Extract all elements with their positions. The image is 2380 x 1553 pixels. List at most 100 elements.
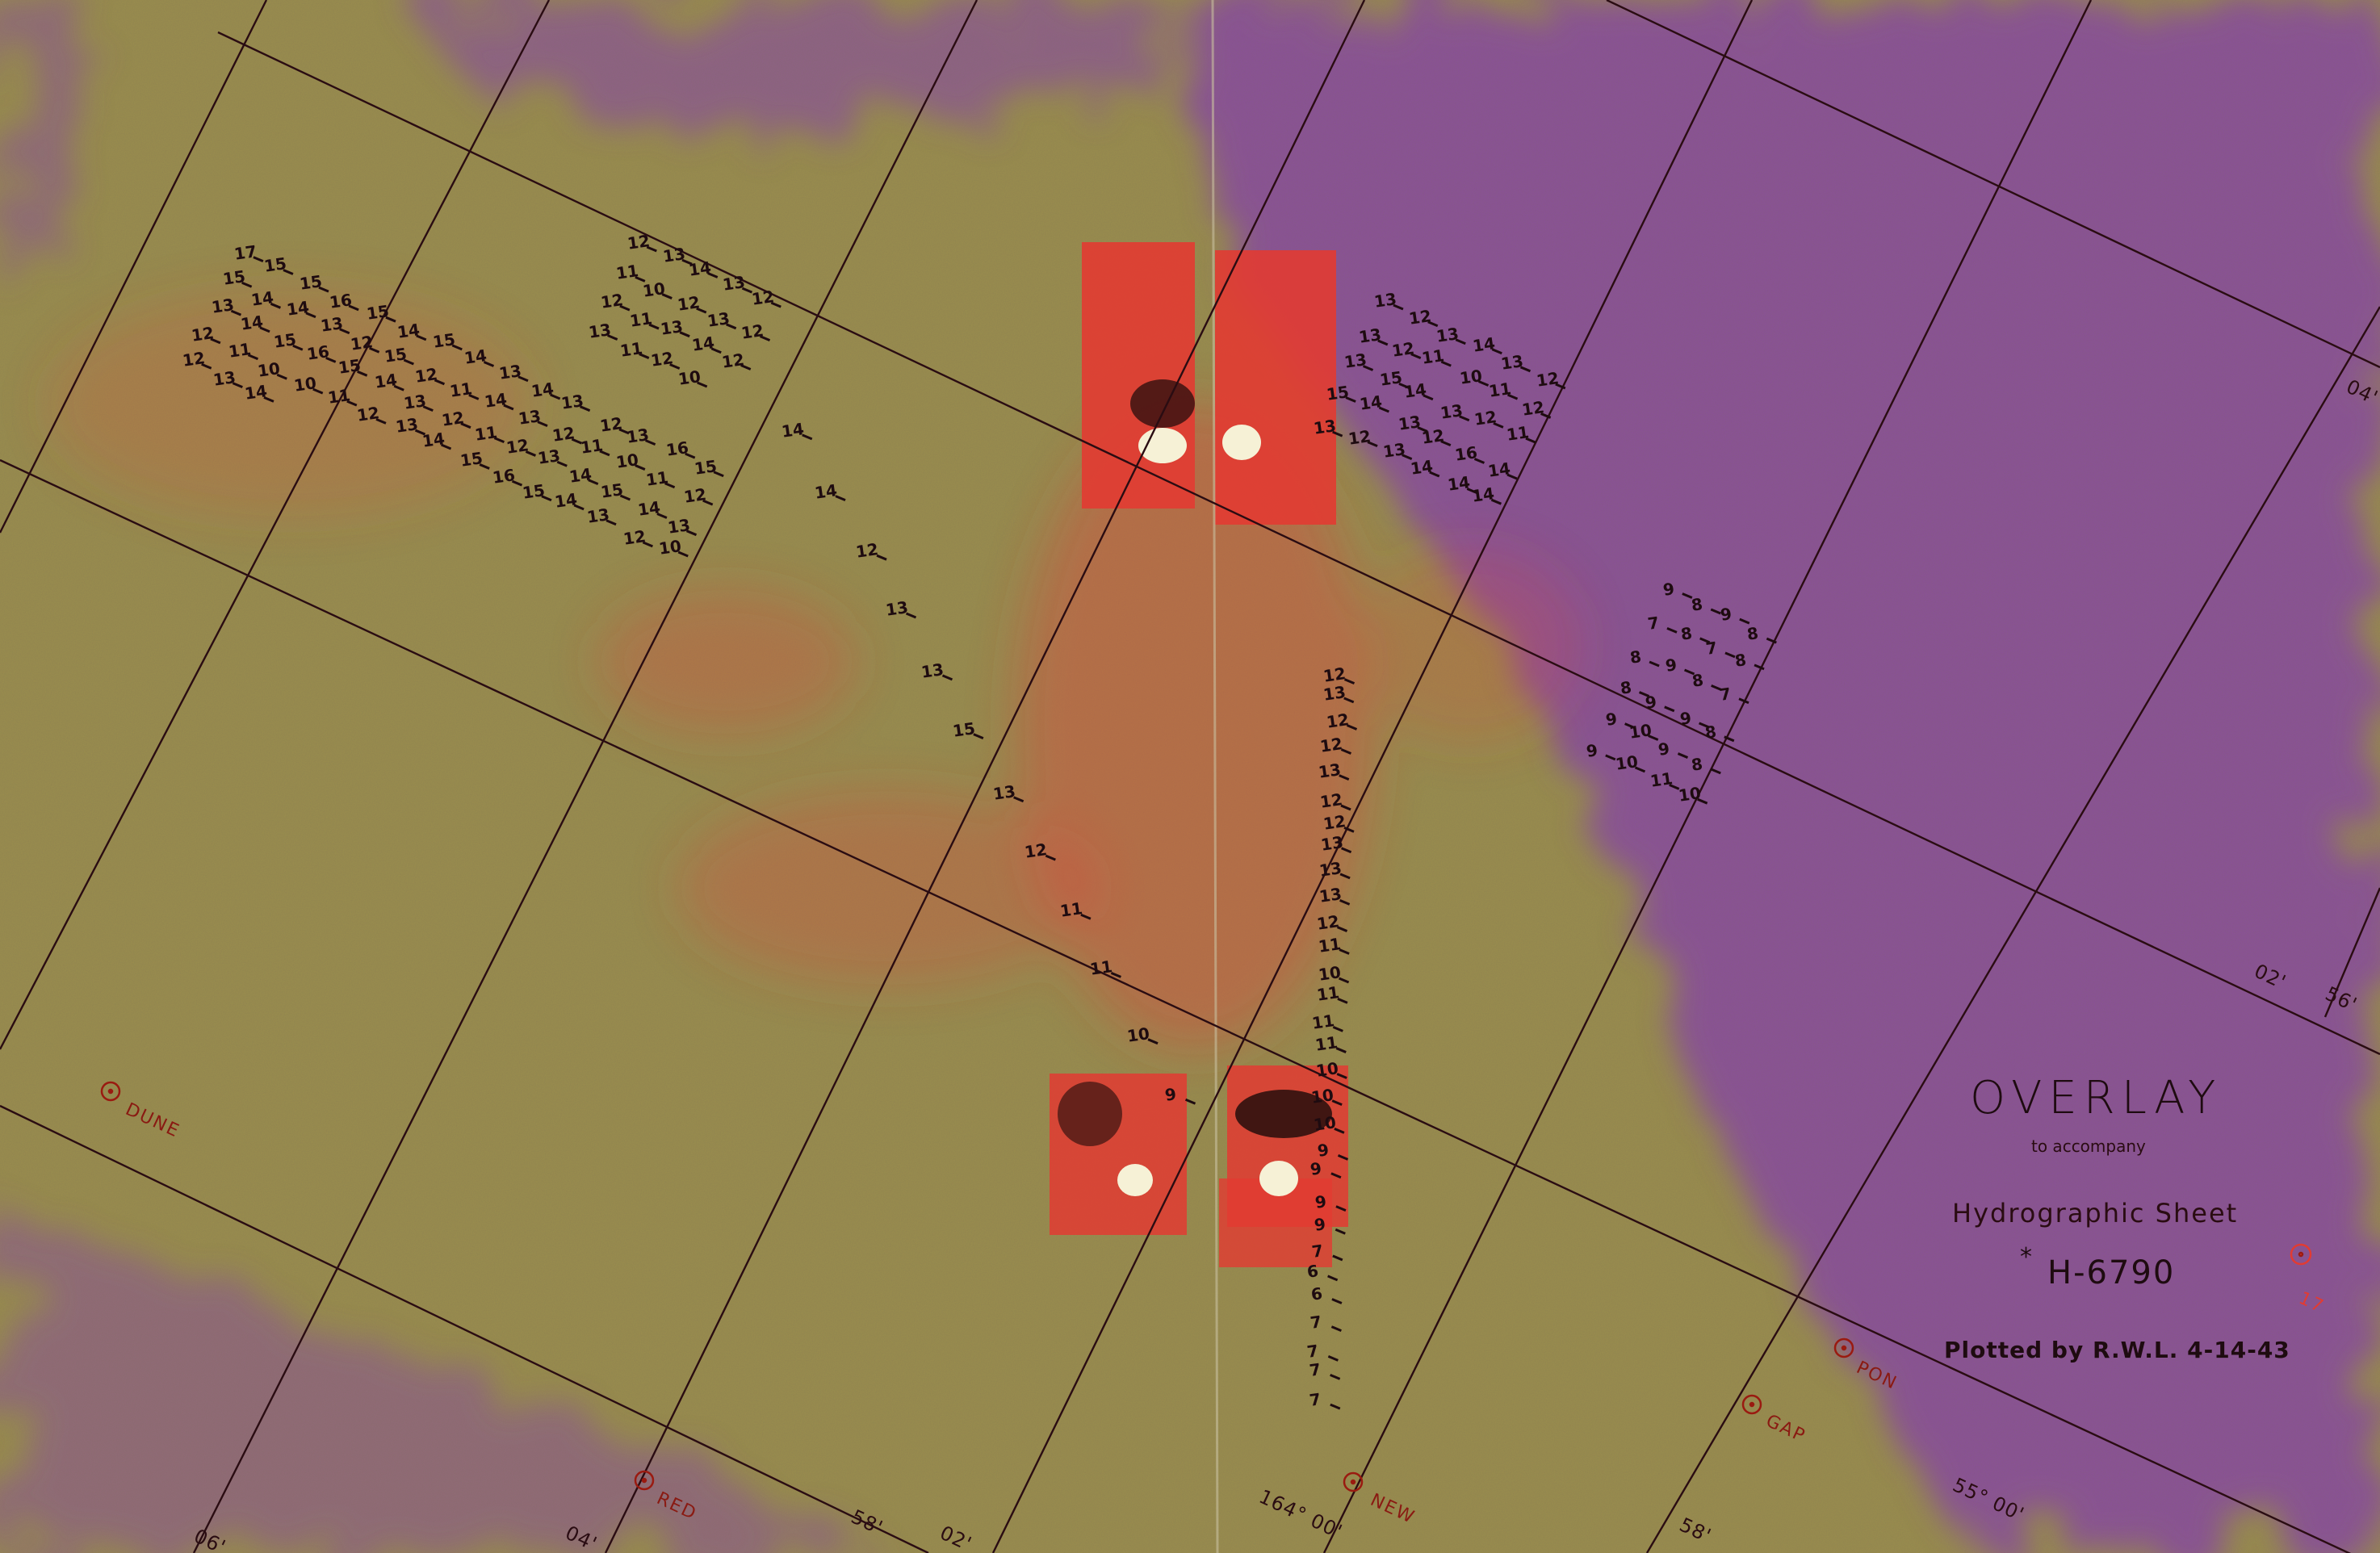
sounding-tick <box>357 370 368 377</box>
sounding-tick <box>1327 1355 1339 1362</box>
sounding-tick <box>573 504 585 511</box>
sounding-tick <box>556 460 568 467</box>
sounding-tick <box>517 375 529 383</box>
sounding-tick <box>1664 705 1675 713</box>
sounding-value: 11 <box>1505 422 1531 445</box>
sounding-tick <box>1724 651 1736 659</box>
sounding-value: 13 <box>402 390 428 413</box>
sounding-tick <box>1330 1374 1341 1380</box>
sounding-tick <box>713 471 724 478</box>
sounding-value: 15 <box>298 271 324 294</box>
sounding-value: 7 <box>1646 613 1661 634</box>
sounding-value: 6 <box>1305 1261 1320 1282</box>
sounding-value: 11 <box>1317 933 1343 956</box>
sounding-value: 16 <box>305 341 331 365</box>
sounding-value: 11 <box>579 435 605 458</box>
sounding-tick <box>580 405 591 412</box>
sounding-value: 11 <box>227 338 253 362</box>
sounding-value: 10 <box>1312 1112 1338 1136</box>
sounding-value: 11 <box>1420 345 1446 368</box>
red-stains <box>48 291 1582 1049</box>
sounding-tick <box>759 335 771 342</box>
sounding-value: 15 <box>599 479 625 502</box>
sounding-tick <box>1340 847 1352 854</box>
sounding-value: 12 <box>190 323 216 345</box>
sounding-value: 12 <box>1520 397 1546 421</box>
sounding-tick <box>1339 948 1350 955</box>
sounding-value: 10 <box>256 358 282 382</box>
sounding-tick <box>1402 454 1413 460</box>
sounding-value: 14 <box>239 312 265 334</box>
sounding-value: 13 <box>1317 759 1343 782</box>
sounding-value: 13 <box>1342 350 1368 373</box>
sounding-tick <box>525 450 536 457</box>
sounding-tick <box>605 519 617 526</box>
sounding-value: 14 <box>249 287 275 311</box>
sounding-value: 13 <box>665 514 691 538</box>
sounding-tick <box>702 499 714 506</box>
sounding-tick <box>619 494 631 501</box>
sounding-marks <box>201 245 1777 1410</box>
sounding-value: 13 <box>883 597 909 620</box>
sheet-number-mark: * <box>2020 1243 2034 1271</box>
sounding-tick <box>905 612 917 619</box>
sounding-value: 13 <box>1318 884 1343 907</box>
sounding-tick <box>1330 1325 1342 1332</box>
sounding-value: 17 <box>233 241 258 264</box>
sounding-value: 12 <box>649 348 675 371</box>
sounding-tick <box>681 258 693 266</box>
plotted-by: Plotted by R.W.L. 4-14-43 <box>1944 1337 2290 1363</box>
sounding-value: 8 <box>1618 676 1633 698</box>
sounding-tick <box>1339 873 1351 880</box>
sounding-value: 13 <box>210 295 236 317</box>
sounding-tick <box>1493 421 1504 429</box>
sounding-value: 12 <box>1318 789 1344 812</box>
sounding-value: 11 <box>628 308 654 331</box>
sounding-tick <box>325 356 337 363</box>
sounding-value: 14 <box>373 370 399 393</box>
sounding-value: 14 <box>421 429 446 451</box>
sounding-tick <box>550 393 561 400</box>
sounding-value: 12 <box>750 287 776 309</box>
sounding-tick <box>1682 592 1693 599</box>
sounding-tick <box>247 354 259 361</box>
sounding-tick <box>669 363 681 370</box>
sounding-value: 12 <box>720 349 746 372</box>
sounding-tick <box>511 479 523 487</box>
sounding-tick <box>1540 412 1552 419</box>
sounding-tick <box>483 361 495 367</box>
sounding-tick <box>1440 440 1452 447</box>
sounding-tick <box>1711 684 1722 691</box>
sounding-value: 10 <box>1628 719 1653 743</box>
sounding-tick <box>1147 1038 1159 1045</box>
sounding-tick <box>707 272 719 278</box>
sounding-tick <box>1491 348 1502 355</box>
sounding-value: 12 <box>1322 811 1347 835</box>
sounding-tick <box>648 323 660 330</box>
sounding-value: 16 <box>1453 442 1479 466</box>
sounding-value: 12 <box>355 403 381 426</box>
sounding-value: 12 <box>599 290 625 312</box>
sounding-tick <box>1638 691 1650 697</box>
sounding-tick <box>318 286 329 293</box>
sounding-tick <box>1110 971 1121 978</box>
sounding-tick <box>1332 1025 1343 1032</box>
sounding-tick <box>1455 338 1466 345</box>
sounding-tick <box>1013 796 1024 803</box>
sounding-tick <box>253 256 264 262</box>
sounding-tick <box>1332 430 1343 437</box>
sounding-tick <box>1346 724 1358 730</box>
sounding-tick <box>664 482 676 489</box>
sounding-tick <box>770 301 781 308</box>
sounding-value: 13 <box>1381 438 1407 462</box>
sounding-value: 13 <box>587 319 613 342</box>
sounding-tick <box>1334 1127 1345 1134</box>
sounding-tick <box>1331 1298 1343 1304</box>
sounding-tick <box>393 384 404 391</box>
sounding-value: 12 <box>1390 337 1416 361</box>
sounding-value: 9 <box>1663 655 1678 676</box>
sounding-value: 12 <box>626 231 652 253</box>
sounding-tick <box>1649 660 1660 668</box>
sounding-tick <box>1339 774 1350 781</box>
